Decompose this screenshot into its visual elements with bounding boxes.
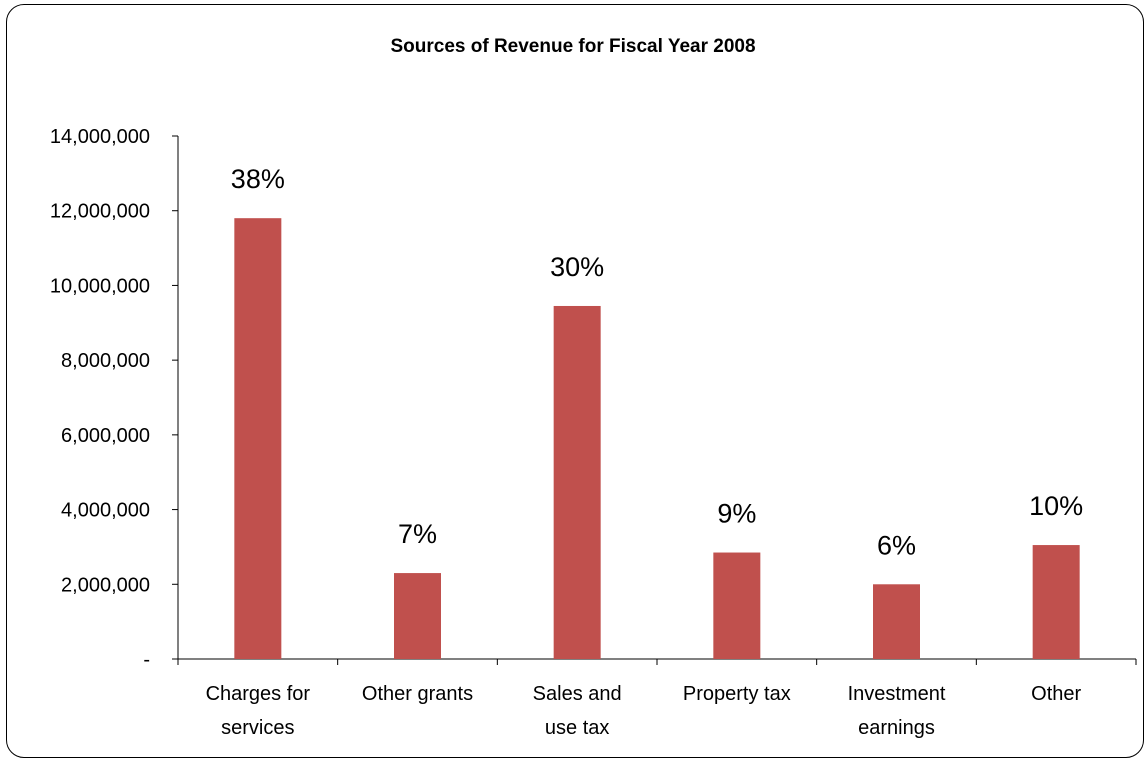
y-tick-label: - bbox=[143, 649, 150, 671]
x-category-label: Charges for services bbox=[206, 683, 311, 739]
data-labels: 38% 7% 30% 9% 6% 10% bbox=[231, 164, 1083, 560]
data-label: 7% bbox=[398, 519, 437, 549]
y-tick-label: 8,000,000 bbox=[61, 350, 150, 372]
chart-title: Sources of Revenue for Fiscal Year 2008 bbox=[390, 36, 755, 57]
x-category-label: Sales and use tax bbox=[533, 683, 622, 739]
data-label: 38% bbox=[231, 164, 285, 194]
x-category-label: Other grants bbox=[362, 683, 473, 705]
bar bbox=[553, 305, 601, 659]
bar bbox=[1032, 545, 1080, 659]
bar bbox=[713, 552, 761, 659]
data-label: 9% bbox=[717, 499, 756, 529]
x-category-label: Other bbox=[1031, 683, 1081, 705]
y-tick-label: 10,000,000 bbox=[50, 275, 150, 297]
y-tick-label: 14,000,000 bbox=[50, 126, 150, 148]
data-label: 6% bbox=[877, 530, 916, 560]
bar bbox=[234, 218, 282, 659]
y-tick-label: 4,000,000 bbox=[61, 500, 150, 522]
bar bbox=[873, 584, 920, 659]
x-category-label: Investment earnings bbox=[848, 683, 946, 739]
y-tick-label: 12,000,000 bbox=[50, 201, 150, 223]
bars bbox=[234, 218, 1080, 659]
x-axis: Charges for services Other grants Sales and… bbox=[177, 658, 1137, 739]
y-axis: - 2,000,000 4,000,000 6,000,000 8,000,000 10,… bbox=[50, 126, 179, 671]
data-label: 10% bbox=[1029, 491, 1083, 521]
data-label: 30% bbox=[550, 252, 604, 282]
y-tick-label: 6,000,000 bbox=[61, 425, 150, 447]
x-category-label: Property tax bbox=[683, 683, 791, 705]
y-tick-label: 2,000,000 bbox=[61, 574, 150, 596]
bar bbox=[394, 573, 441, 659]
